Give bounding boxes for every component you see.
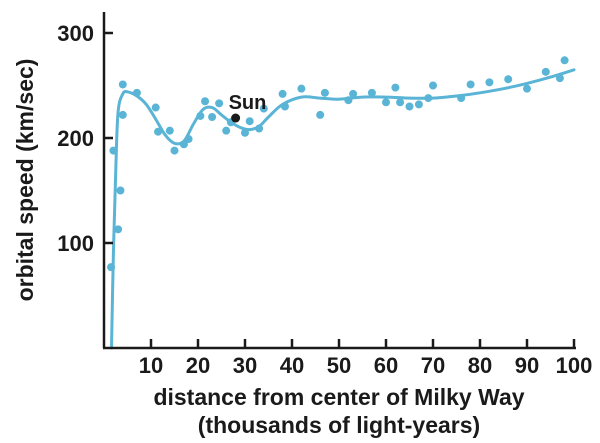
sun-marker xyxy=(231,113,241,123)
data-point xyxy=(424,94,433,103)
data-point xyxy=(396,98,405,107)
data-point xyxy=(196,111,205,120)
y-axis-title: orbital speed (km/sec) xyxy=(12,59,38,302)
data-point xyxy=(555,74,564,83)
data-point xyxy=(259,104,268,113)
x-axis-title-units: (thousands of light-years) xyxy=(198,412,480,438)
data-point xyxy=(109,146,118,155)
fit-curve-line xyxy=(110,68,576,350)
x-tick-label: 60 xyxy=(374,353,398,378)
data-point xyxy=(541,67,550,76)
data-point xyxy=(184,135,193,144)
data-point xyxy=(151,103,160,112)
x-tick-label: 100 xyxy=(556,353,593,378)
data-point xyxy=(391,83,400,92)
data-point xyxy=(107,263,116,272)
data-point xyxy=(297,84,306,93)
data-point xyxy=(367,88,376,97)
data-point xyxy=(457,94,466,103)
plot-area: Sun xyxy=(107,56,576,350)
data-point xyxy=(466,80,475,89)
data-point xyxy=(215,99,224,108)
data-point xyxy=(132,88,141,97)
x-tick-label: 70 xyxy=(421,353,445,378)
data-point xyxy=(349,89,358,98)
data-point xyxy=(170,146,179,155)
data-point xyxy=(116,186,125,195)
data-point xyxy=(165,126,174,135)
y-tick-label: 100 xyxy=(57,231,94,256)
data-point xyxy=(320,88,329,97)
x-tick-label: 80 xyxy=(468,353,492,378)
data-point xyxy=(523,84,531,93)
y-axis-ticks: 100 200 300 xyxy=(57,21,113,256)
data-point xyxy=(504,75,513,84)
data-point xyxy=(208,113,217,121)
data-point xyxy=(278,89,287,98)
data-point xyxy=(344,96,353,105)
data-point xyxy=(222,126,231,135)
data-point xyxy=(382,98,390,107)
data-point xyxy=(241,128,249,137)
x-tick-label: 20 xyxy=(186,353,210,378)
data-point xyxy=(405,102,414,111)
sun-label: Sun xyxy=(229,92,267,114)
x-tick-label: 30 xyxy=(233,353,257,378)
data-point xyxy=(245,117,254,126)
x-axis-title: distance from center of Milky Way xyxy=(153,384,524,410)
data-point xyxy=(429,81,437,90)
y-tick-label: 200 xyxy=(57,126,94,151)
data-point xyxy=(118,80,127,89)
data-point xyxy=(201,97,210,106)
data-point xyxy=(414,100,423,109)
data-point xyxy=(118,110,127,119)
x-axis-ticks: 10 20 30 40 50 60 70 80 90 100 xyxy=(139,339,593,378)
data-point xyxy=(316,110,325,119)
data-point xyxy=(154,127,163,136)
data-point xyxy=(560,56,569,65)
x-tick-label: 50 xyxy=(327,353,351,378)
data-point xyxy=(485,78,494,87)
data-point xyxy=(179,140,188,149)
data-point xyxy=(255,124,264,133)
x-tick-label: 90 xyxy=(515,353,539,378)
x-tick-label: 40 xyxy=(280,353,304,378)
data-point xyxy=(114,225,123,234)
x-tick-label: 10 xyxy=(139,353,163,378)
data-point xyxy=(280,102,289,111)
y-tick-label: 300 xyxy=(57,21,94,46)
